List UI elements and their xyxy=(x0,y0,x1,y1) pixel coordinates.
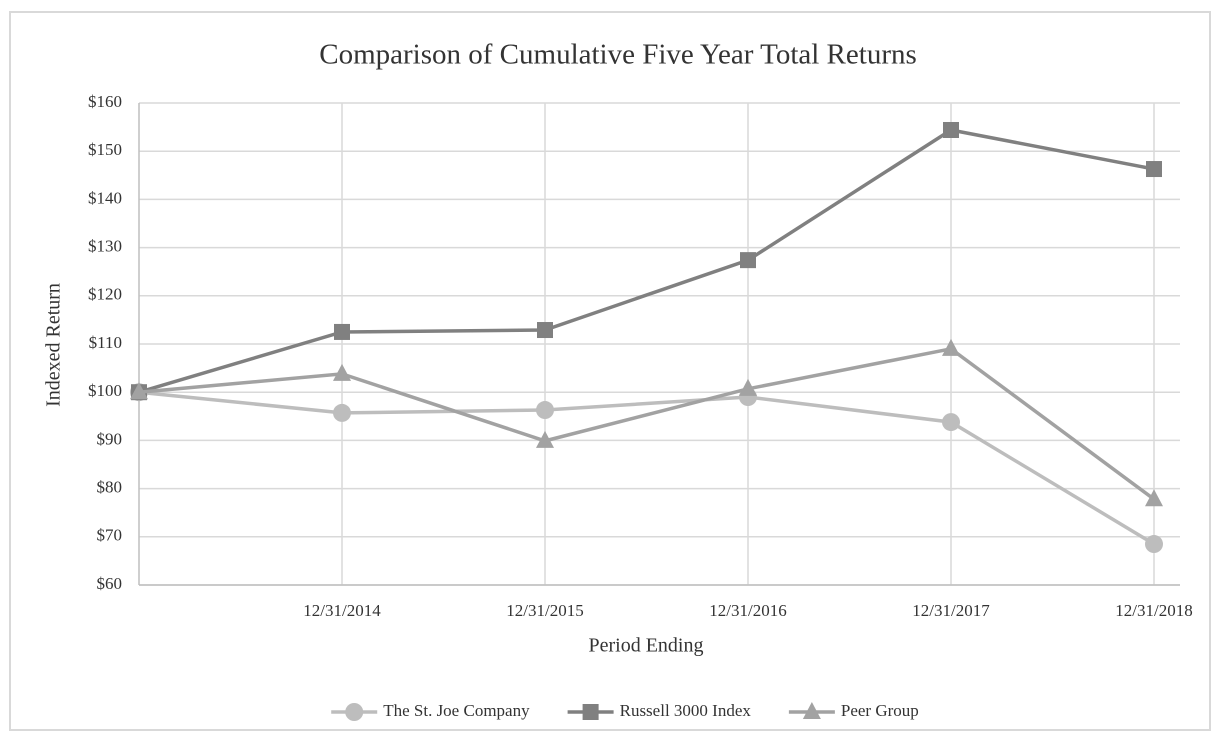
legend: The St. Joe Company Russell 3000 Index Pee… xyxy=(331,701,919,721)
data-point xyxy=(740,252,756,269)
y-tick-label: $60 xyxy=(97,574,123,593)
data-point xyxy=(739,378,757,396)
y-tick-label: $110 xyxy=(89,333,122,352)
x-tick-label: 12/31/2015 xyxy=(506,601,583,620)
data-point xyxy=(942,413,960,432)
legend-item: The St. Joe Company xyxy=(331,701,530,721)
legend-item: Peer Group xyxy=(788,701,919,720)
marker xyxy=(582,704,599,720)
y-tick-label: $120 xyxy=(88,285,122,304)
data-point xyxy=(333,363,351,381)
data-point xyxy=(1145,489,1163,507)
data-point xyxy=(536,401,554,420)
series-line xyxy=(138,128,1155,394)
data-point xyxy=(334,323,350,340)
chart-title: Comparison of Cumulative Five Year Total… xyxy=(319,39,917,71)
y-tick-label: $70 xyxy=(97,526,123,545)
y-tick-label: $80 xyxy=(97,478,123,497)
series-line xyxy=(138,346,1156,501)
marker xyxy=(802,702,821,719)
data-point xyxy=(333,403,351,422)
data-point xyxy=(943,121,959,138)
data-point xyxy=(1146,161,1162,178)
data-point xyxy=(537,322,553,339)
x-axis-label: Period Ending xyxy=(589,635,704,657)
y-tick-label: $90 xyxy=(97,429,123,448)
series-line xyxy=(138,390,1155,546)
y-tick-label: $100 xyxy=(88,381,122,400)
data-point xyxy=(536,430,554,448)
x-tick-label: 12/31/2017 xyxy=(912,601,990,620)
legend-label: The St. Joe Company xyxy=(383,701,530,720)
legend-label: Russell 3000 Index xyxy=(620,701,752,720)
data-point xyxy=(1145,535,1163,554)
x-tick-label: 12/31/2018 xyxy=(1115,601,1192,620)
chart-frame xyxy=(9,11,1211,731)
legend-label: Peer Group xyxy=(841,701,919,720)
y-tick-label: $160 xyxy=(88,92,122,111)
legend-item: Russell 3000 Index xyxy=(567,701,752,720)
y-axis-label: Indexed Return xyxy=(43,283,65,407)
data-point xyxy=(942,338,960,356)
data-point xyxy=(130,382,148,400)
x-tick-label: 12/31/2014 xyxy=(303,601,381,620)
y-tick-label: $140 xyxy=(88,188,122,207)
y-tick-label: $150 xyxy=(88,140,122,159)
x-tick-label: 12/31/2016 xyxy=(709,601,786,620)
y-tick-label: $130 xyxy=(88,237,122,256)
marker xyxy=(345,703,364,721)
